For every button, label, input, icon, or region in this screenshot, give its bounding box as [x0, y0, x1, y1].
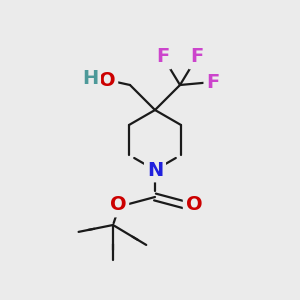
- Text: O: O: [110, 196, 126, 214]
- Text: O: O: [99, 70, 115, 89]
- Text: F: F: [156, 47, 170, 67]
- Text: F: F: [190, 47, 204, 67]
- Text: H: H: [82, 68, 98, 88]
- Text: N: N: [147, 160, 163, 179]
- Text: F: F: [206, 73, 220, 92]
- Text: O: O: [186, 196, 202, 214]
